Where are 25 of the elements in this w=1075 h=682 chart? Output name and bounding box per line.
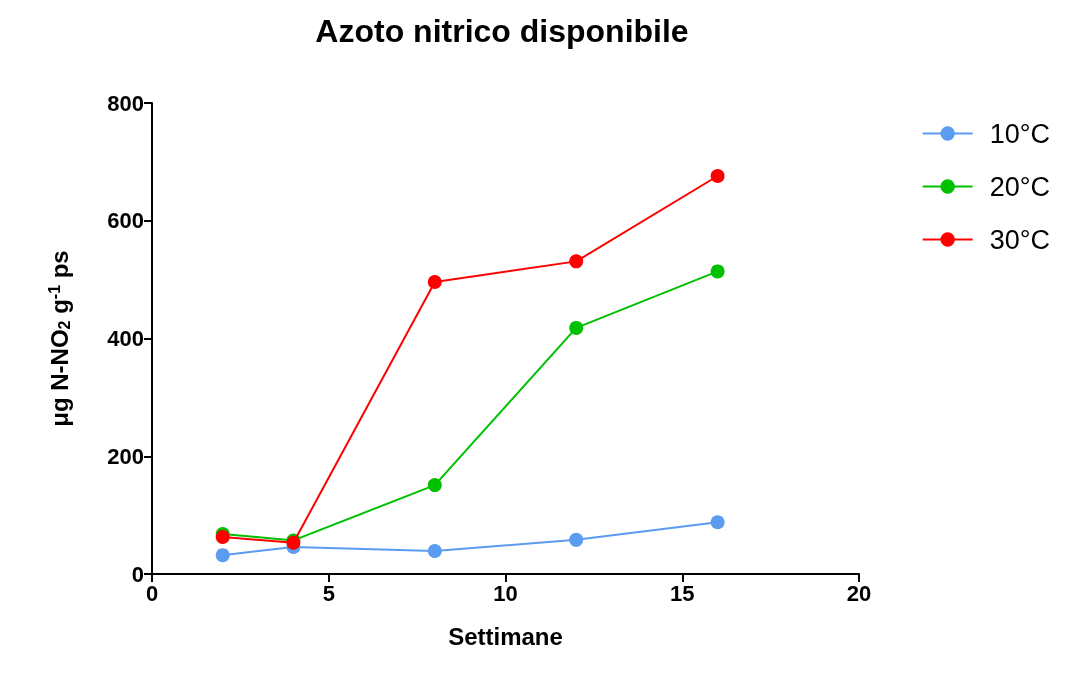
point bbox=[427, 274, 442, 289]
point bbox=[427, 478, 442, 493]
point bbox=[710, 515, 725, 530]
y-tick-label: 600 bbox=[107, 208, 144, 234]
x-axis-title: Settimane bbox=[448, 622, 563, 650]
legend-label: 10°C bbox=[989, 118, 1050, 149]
x-tick-label: 20 bbox=[846, 580, 872, 606]
point bbox=[710, 169, 725, 183]
y-tick-label: 200 bbox=[107, 443, 144, 469]
point bbox=[569, 320, 584, 335]
y-tick-label: 400 bbox=[107, 326, 144, 351]
point bbox=[215, 548, 230, 563]
x-tick-label: 15 bbox=[670, 580, 695, 606]
point bbox=[427, 544, 442, 559]
x-tick-label: 5 bbox=[322, 580, 335, 606]
point bbox=[710, 264, 725, 279]
legend-label: 20°C bbox=[989, 171, 1050, 202]
y-tick-label: 800 bbox=[107, 90, 144, 116]
y-tick-label: 0 bbox=[131, 561, 144, 587]
point bbox=[569, 532, 584, 547]
x-tick-label: 10 bbox=[493, 580, 518, 606]
legend-label: 30°C bbox=[989, 224, 1050, 255]
point bbox=[569, 254, 584, 269]
chart-title: Azoto nitrico disponibile bbox=[315, 13, 689, 49]
y-axis-title: μg N-NO2 g-1 ps bbox=[45, 250, 73, 427]
